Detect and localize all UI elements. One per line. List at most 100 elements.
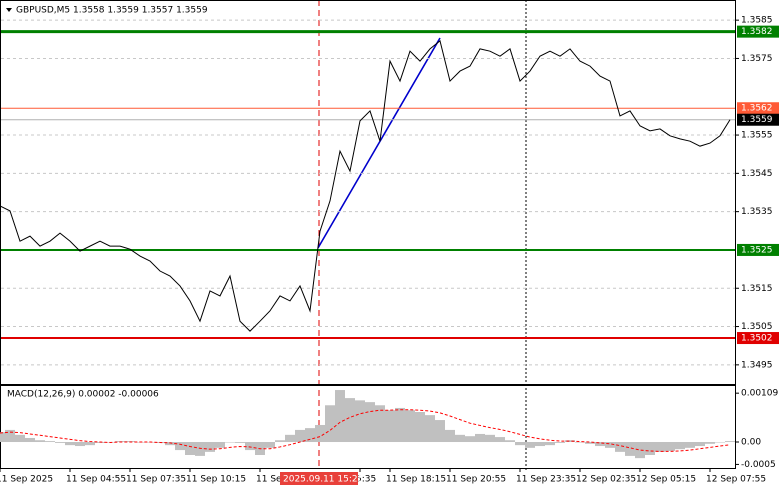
macd-bar [685, 442, 695, 448]
macd-bar [285, 434, 295, 443]
macd-bar [265, 442, 275, 448]
macd-bar [645, 442, 655, 456]
macd-bar [425, 415, 435, 443]
level-label: 1.3502 [741, 334, 773, 344]
macd-bar [435, 420, 445, 443]
macd-bar [505, 440, 515, 443]
macd-bar [695, 442, 705, 447]
macd-bar [75, 442, 85, 447]
x-tick-label: 11 Sep 04:55 [66, 475, 126, 485]
level-label-bg [737, 113, 779, 126]
y-tick-label: 1.3495 [741, 360, 773, 370]
macd-bar [415, 411, 425, 443]
y-tick-label: 0.00109 [741, 389, 778, 399]
macd-bar [705, 442, 715, 444]
macd-bar [445, 429, 455, 443]
macd-bar [375, 405, 385, 443]
macd-bar [195, 442, 205, 456]
menu-arrow [6, 8, 12, 12]
level-label: 1.3559 [741, 115, 773, 125]
macd-bar [565, 440, 575, 443]
macd-bar [295, 429, 305, 443]
macd-bar [205, 442, 215, 452]
macd-bar [25, 437, 35, 443]
macd-bar [625, 442, 635, 456]
macd-bar [575, 442, 585, 443]
signal-line [0, 409, 731, 452]
macd-bar [0, 432, 5, 443]
y-tick-label: 1.3585 [741, 16, 773, 26]
macd-bar [315, 424, 325, 443]
level-label: 1.3562 [741, 104, 773, 114]
macd-bar [475, 433, 485, 443]
price-pane-border [0, 0, 736, 385]
macd-bar [165, 442, 175, 446]
macd-bar [665, 442, 675, 451]
level-label-bg [737, 332, 779, 345]
cursor-label: 2025.09.11 15:25 [283, 475, 363, 485]
macd-bar [385, 410, 395, 443]
y-tick-label: 1.3515 [741, 284, 773, 294]
y-tick-label: 1.3555 [741, 131, 773, 141]
trend-line [317, 37, 441, 249]
x-tick-label: 11 Sep 20:55 [446, 475, 506, 485]
x-tick-label: 5:35 [356, 475, 376, 485]
y-tick-label: -0.0005 [741, 460, 776, 470]
level-label: 1.3582 [741, 27, 773, 37]
x-tick-label: 11 Sep 23:35 [516, 475, 576, 485]
macd-bar [655, 442, 665, 452]
x-tick-label: 11 Sep 10:15 [186, 475, 246, 485]
macd-bar [55, 442, 65, 443]
macd-bar [5, 429, 15, 443]
macd-bar [215, 442, 225, 448]
macd-bar [225, 442, 235, 443]
macd-bar [65, 442, 75, 446]
y-tick-label: 1.3545 [741, 169, 773, 179]
macd-bar [235, 442, 245, 443]
y-tick-label: 1.3535 [741, 207, 773, 217]
macd-bar [595, 442, 605, 447]
x-tick-label: 11 Sep 07:35 [126, 475, 186, 485]
macd-bar [35, 440, 45, 443]
macd-bar [525, 442, 535, 448]
level-label-bg [737, 243, 779, 256]
macd-bar [605, 442, 615, 448]
x-tick-label: 11 Sep 2025 [0, 475, 53, 485]
macd-bar [405, 410, 415, 443]
macd-bar [395, 407, 405, 443]
x-tick-label: 11 Sep 18:15 [386, 475, 446, 485]
y-tick-label: 0.00 [741, 438, 761, 448]
macd-pane-border [0, 385, 736, 469]
macd-bar [715, 442, 725, 443]
macd-title: MACD(12,26,9) 0.00002 -0.00006 [7, 390, 159, 400]
macd-bar [175, 442, 185, 451]
x-tick-label: 12 Sep 02:35 [576, 475, 636, 485]
chart-title: GBPUSD,M5 1.3558 1.3559 1.3557 1.3559 [16, 6, 208, 16]
x-tick-label: 12 Sep 05:15 [636, 475, 696, 485]
macd-bar [325, 405, 335, 443]
macd-bar [365, 402, 375, 443]
macd-bar [495, 437, 505, 443]
macd-bar [465, 436, 475, 443]
macd-bar [555, 442, 565, 443]
level-label-bg [737, 25, 779, 38]
macd-bar [635, 442, 645, 459]
macd-bar [615, 442, 625, 452]
macd-bar [535, 442, 545, 447]
cursor-label-bg [280, 472, 358, 485]
macd-bar [485, 434, 495, 443]
x-tick-label: 12 Sep 07:55 [706, 475, 766, 485]
macd-bar [345, 398, 355, 443]
macd-bar [675, 442, 685, 450]
price-line [0, 39, 731, 332]
macd-bar [585, 442, 595, 444]
macd-bar [455, 434, 465, 443]
macd-bar [45, 441, 55, 443]
y-tick-label: 1.3505 [741, 322, 773, 332]
level-label: 1.3525 [741, 245, 773, 255]
level-label-bg [737, 102, 779, 115]
macd-bar [275, 440, 285, 443]
